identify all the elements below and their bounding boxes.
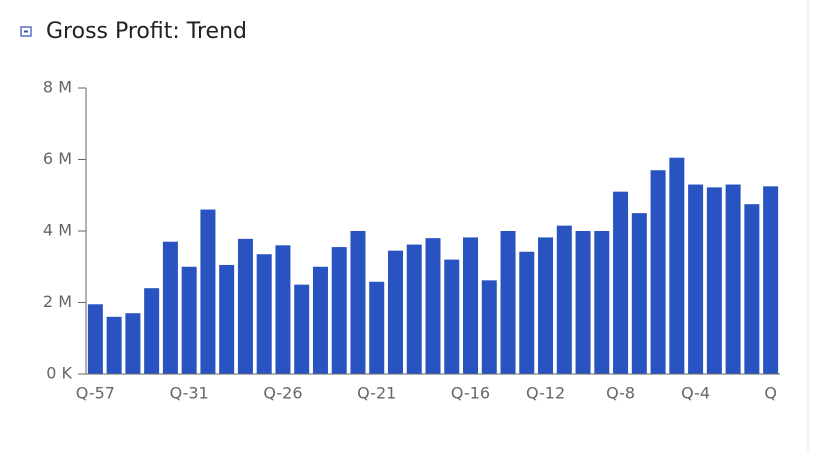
bar xyxy=(162,241,178,374)
bar xyxy=(106,316,122,374)
bar xyxy=(463,237,479,374)
bar xyxy=(350,231,366,374)
y-tick-label: 0 K xyxy=(46,364,72,383)
bar xyxy=(519,251,535,374)
x-tick-label: Q-21 xyxy=(357,384,396,403)
x-tick-label: Q-4 xyxy=(681,384,710,403)
bar xyxy=(538,237,554,374)
bar xyxy=(369,281,385,374)
bar xyxy=(387,250,403,374)
bar xyxy=(631,213,647,374)
bar xyxy=(425,238,441,374)
bar xyxy=(237,238,253,374)
x-tick-label: Q xyxy=(764,384,777,403)
bar xyxy=(688,184,704,374)
bar xyxy=(256,254,272,374)
x-tick-label: Q-8 xyxy=(606,384,635,403)
bar xyxy=(650,170,666,374)
bar xyxy=(219,264,235,374)
bar xyxy=(144,288,160,374)
bar xyxy=(181,266,197,374)
bar xyxy=(87,304,103,374)
bar xyxy=(669,157,685,374)
x-tick-label: Q-16 xyxy=(451,384,490,403)
chart-title: Gross Profit: Trend xyxy=(46,19,247,44)
x-tick-label: Q-31 xyxy=(170,384,209,403)
bar xyxy=(594,231,610,374)
bar xyxy=(294,284,310,374)
bar xyxy=(575,231,591,374)
bar xyxy=(406,244,422,374)
bar xyxy=(500,231,516,374)
y-tick-label: 8 M xyxy=(43,78,72,97)
x-tick-label: Q-57 xyxy=(76,384,115,403)
bar xyxy=(556,225,572,374)
y-tick-label: 4 M xyxy=(43,221,72,240)
x-tick-label: Q-12 xyxy=(526,384,565,403)
x-tick-label: Q-26 xyxy=(263,384,302,403)
y-tick-label: 2 M xyxy=(43,292,72,311)
bar xyxy=(744,204,760,374)
bar xyxy=(125,313,141,374)
bar xyxy=(331,247,347,374)
bar xyxy=(481,280,497,374)
bar xyxy=(200,209,216,374)
bar xyxy=(613,191,629,374)
bar xyxy=(312,266,328,374)
bar xyxy=(706,187,722,374)
bar xyxy=(763,186,779,374)
bar xyxy=(444,259,460,374)
bar xyxy=(275,245,291,374)
collapse-icon-bar xyxy=(24,30,28,33)
bar xyxy=(725,184,741,374)
y-tick-label: 6 M xyxy=(43,149,72,168)
